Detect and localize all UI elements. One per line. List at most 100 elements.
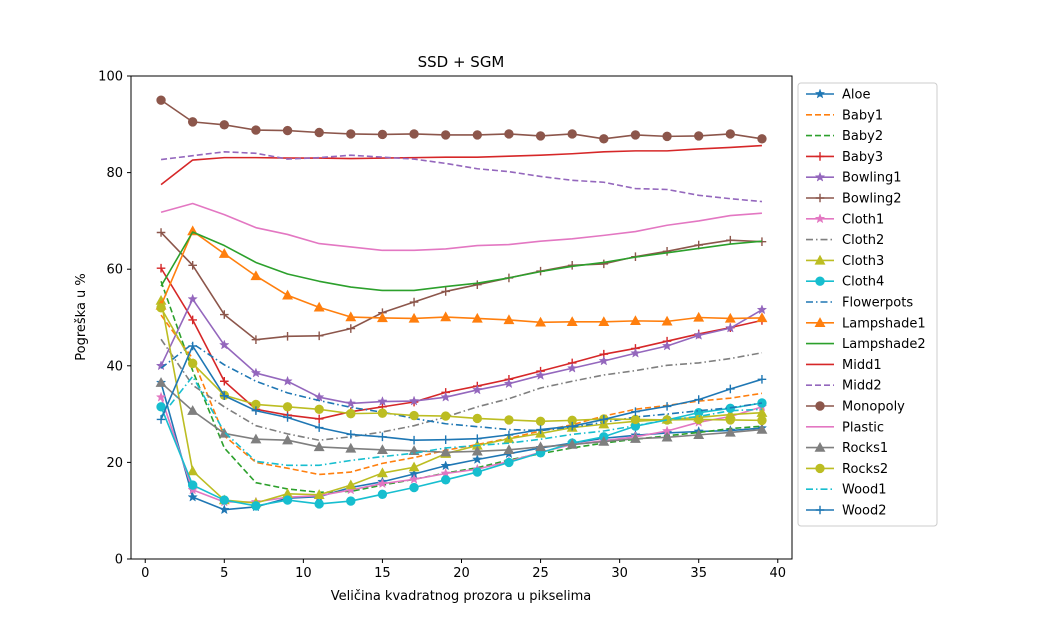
- legend-label: Midd1: [842, 358, 882, 373]
- legend-label: Rocks1: [842, 441, 888, 456]
- data-point-bowling2: [441, 287, 450, 296]
- series-line-cloth4: [160, 402, 763, 507]
- data-point-lampshade1: [629, 315, 641, 326]
- legend-label: Flowerpots: [842, 296, 913, 311]
- data-point-rocks1: [155, 377, 167, 387]
- legend-label: Cloth1: [842, 212, 884, 227]
- x-tick-label: 20: [453, 566, 470, 581]
- data-point-rocks1: [440, 446, 452, 457]
- legend-marker-monopoly: [815, 401, 825, 411]
- data-point-bowling1: [345, 397, 357, 408]
- data-point-wood2: [662, 402, 672, 411]
- legend-marker-bowling1: [814, 171, 826, 182]
- legend-marker-cloth4: [815, 276, 825, 286]
- legend-entry-bowling2: Bowling2: [806, 192, 902, 207]
- data-point-rocks2: [346, 408, 356, 419]
- data-point-monopoly: [725, 129, 736, 139]
- data-point-monopoly: [409, 129, 419, 139]
- data-point-baby3: [219, 376, 229, 386]
- x-tick-label: 35: [690, 566, 707, 581]
- series-rocks2: [156, 303, 767, 427]
- series-monopoly: [156, 95, 767, 144]
- data-point-monopoly: [156, 95, 166, 105]
- data-point-rocks2: [757, 415, 767, 426]
- data-point-cloth3: [187, 465, 199, 476]
- legend-label: Rocks2: [842, 462, 888, 477]
- legend-marker-aloe: [814, 88, 826, 99]
- legend-marker-lampshade1: [814, 317, 826, 327]
- data-point-rocks2: [535, 416, 546, 427]
- series-line-baby2: [160, 281, 763, 494]
- data-point-rocks1: [282, 434, 294, 445]
- data-point-cloth4: [219, 495, 229, 505]
- data-point-cloth4: [187, 480, 198, 490]
- data-point-bowling1: [440, 391, 451, 402]
- x-axis-ticks: 0 5 10 15 20 25 30 35 40: [141, 559, 786, 581]
- data-point-monopoly: [567, 129, 577, 139]
- series-line-cloth3: [160, 300, 762, 504]
- legend-marker-rocks2: [815, 463, 825, 474]
- series-line-cloth2: [160, 338, 763, 441]
- data-point-cloth4: [440, 475, 451, 485]
- data-point-bowling2: [188, 261, 197, 270]
- y-tick-label: 0: [115, 553, 123, 568]
- data-point-rocks1: [535, 441, 547, 452]
- series-line-midd1: [160, 144, 762, 186]
- series-line-rocks1: [160, 382, 763, 454]
- data-point-bowling2: [599, 259, 609, 269]
- data-point-rocks2: [314, 404, 324, 414]
- x-tick-label: 15: [374, 566, 391, 581]
- data-point-cloth4: [757, 398, 767, 408]
- legend-marker-rocks1: [814, 441, 826, 452]
- data-point-cloth3: [345, 479, 357, 490]
- data-point-wood2: [346, 430, 356, 439]
- data-point-wood2: [156, 415, 166, 424]
- data-point-lampshade1: [661, 315, 673, 326]
- series-line-bowling1: [160, 298, 763, 405]
- data-point-baby3: [156, 263, 166, 273]
- data-point-bowling1: [313, 391, 325, 402]
- data-point-bowling2: [283, 332, 292, 341]
- series-line-wood2: [160, 345, 763, 441]
- data-point-rocks1: [313, 441, 325, 452]
- data-point-lampshade1: [535, 316, 547, 327]
- data-point-rocks2: [440, 411, 451, 421]
- y-tick-label: 60: [106, 263, 123, 278]
- data-point-wood2: [504, 430, 514, 440]
- legend-label: Bowling1: [842, 171, 902, 186]
- data-point-bowling1: [472, 384, 483, 395]
- data-point-baby3: [188, 315, 197, 325]
- legend-entry-monopoly: Monopoly: [806, 400, 905, 415]
- data-point-rocks1: [376, 444, 388, 455]
- data-point-cloth3: [376, 467, 388, 478]
- legend-label: Wood2: [842, 504, 887, 519]
- data-point-bowling2: [726, 235, 735, 245]
- data-point-bowling2: [346, 324, 356, 333]
- x-tick-label: 5: [220, 566, 228, 581]
- data-point-cloth4: [409, 482, 419, 493]
- y-tick-label: 20: [106, 456, 123, 471]
- data-point-wood2: [251, 406, 261, 416]
- data-point-lampshade1: [503, 314, 515, 325]
- data-point-aloe: [440, 460, 451, 471]
- legend-entry-midd1: Midd1: [806, 358, 882, 373]
- data-point-rocks2: [472, 413, 483, 424]
- x-axis-label: Veličina kvadratnog prozora u pikselima: [331, 589, 592, 604]
- data-point-bowling2: [409, 297, 419, 307]
- data-point-bowling2: [156, 228, 166, 237]
- data-point-bowling1: [408, 395, 420, 406]
- legend-label: Monopoly: [842, 400, 905, 415]
- data-point-cloth4: [282, 495, 293, 505]
- data-point-bowling1: [219, 339, 230, 350]
- data-point-monopoly: [535, 131, 546, 141]
- data-point-cloth4: [504, 457, 514, 468]
- data-point-lampshade1: [313, 301, 325, 312]
- series-wood1: [160, 375, 762, 467]
- data-point-bowling1: [756, 304, 768, 315]
- x-tick-label: 10: [295, 566, 312, 581]
- series-line-baby1: [160, 314, 763, 476]
- legend-entry-baby2: Baby2: [806, 129, 883, 144]
- data-point-cloth4: [314, 499, 324, 509]
- data-point-lampshade1: [566, 316, 578, 327]
- series-line-lampshade1: [160, 230, 762, 324]
